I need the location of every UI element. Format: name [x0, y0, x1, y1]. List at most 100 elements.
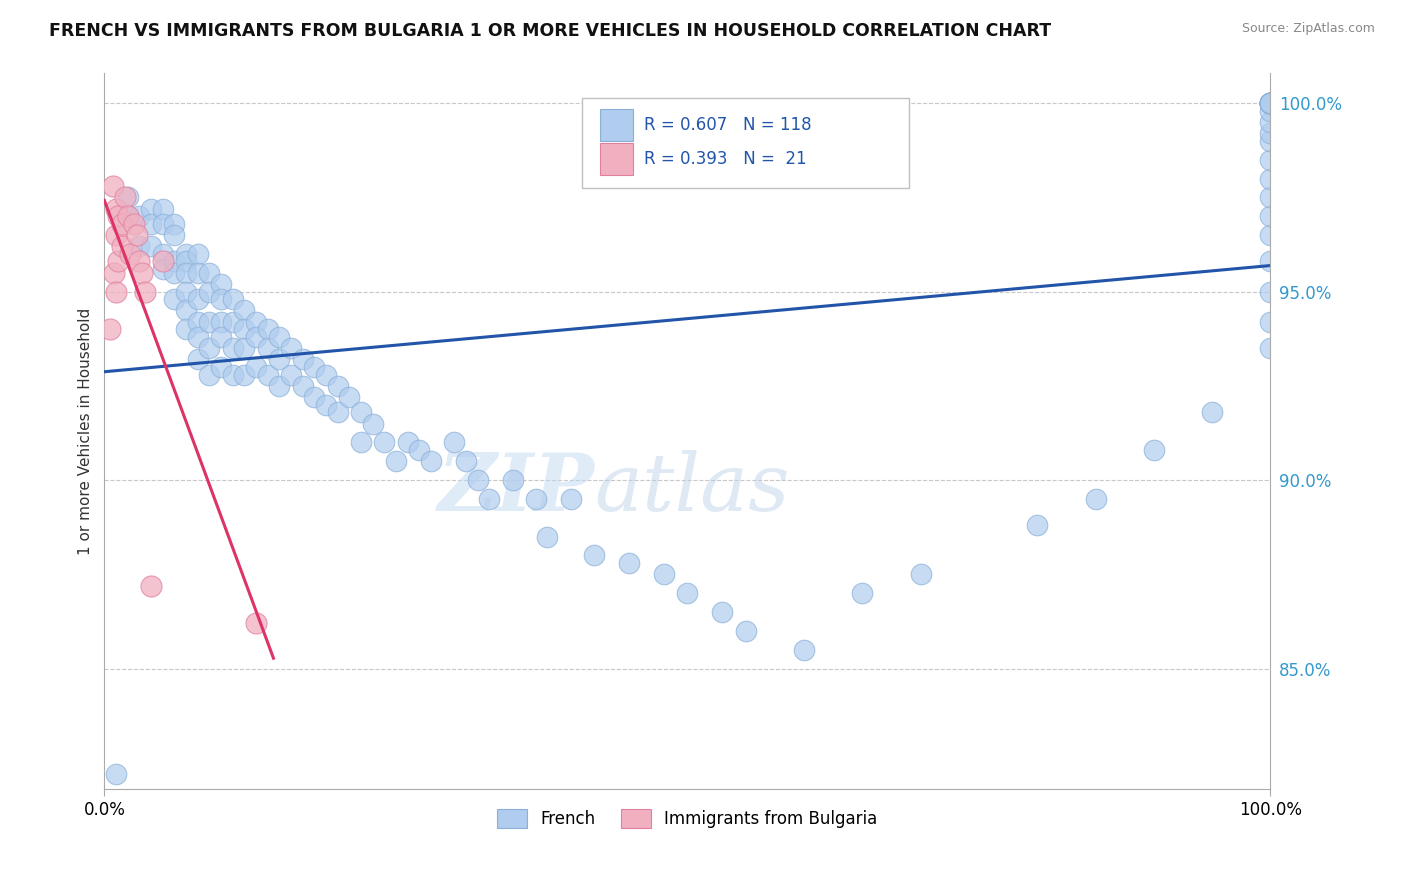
Point — [134, 285, 156, 299]
Point — [617, 556, 640, 570]
Point — [131, 266, 153, 280]
Point — [125, 228, 148, 243]
Point — [209, 315, 232, 329]
Point — [117, 209, 139, 223]
Point — [1260, 315, 1282, 329]
Point — [315, 398, 337, 412]
Point — [128, 209, 150, 223]
Point — [187, 330, 209, 344]
Point — [1260, 96, 1282, 111]
Point — [107, 209, 129, 223]
Point — [105, 202, 128, 216]
Y-axis label: 1 or more Vehicles in Household: 1 or more Vehicles in Household — [79, 308, 93, 555]
Point — [291, 379, 314, 393]
Point — [337, 390, 360, 404]
Point — [1143, 442, 1166, 457]
Text: R = 0.607   N = 118: R = 0.607 N = 118 — [644, 116, 811, 134]
Point — [174, 322, 197, 336]
Point — [128, 254, 150, 268]
Point — [361, 417, 384, 431]
Point — [560, 491, 582, 506]
Point — [114, 190, 136, 204]
Point — [1260, 153, 1282, 167]
Point — [652, 567, 675, 582]
Point — [233, 322, 256, 336]
Point — [98, 322, 121, 336]
Point — [152, 247, 174, 261]
Point — [107, 254, 129, 268]
Bar — [600, 109, 633, 141]
Point — [221, 292, 243, 306]
Point — [174, 254, 197, 268]
Point — [1260, 96, 1282, 111]
Point — [304, 390, 326, 404]
Point — [209, 330, 232, 344]
Point — [443, 435, 465, 450]
Point — [117, 190, 139, 204]
Point — [101, 179, 124, 194]
Point — [851, 586, 873, 600]
Point — [408, 442, 430, 457]
Point — [256, 368, 278, 382]
Point — [793, 642, 815, 657]
Point — [122, 217, 145, 231]
Point — [221, 315, 243, 329]
Point — [396, 435, 419, 450]
Point — [910, 567, 932, 582]
Text: R = 0.393   N =  21: R = 0.393 N = 21 — [644, 150, 807, 168]
Legend: French, Immigrants from Bulgaria: French, Immigrants from Bulgaria — [491, 802, 884, 835]
Point — [256, 341, 278, 355]
Point — [174, 285, 197, 299]
Point — [245, 330, 267, 344]
Point — [163, 228, 186, 243]
Point — [280, 368, 302, 382]
Point — [1260, 96, 1282, 111]
Point — [209, 277, 232, 291]
Point — [1260, 96, 1282, 111]
Point — [583, 549, 606, 563]
Point — [676, 586, 699, 600]
Point — [373, 435, 395, 450]
Point — [1084, 491, 1107, 506]
Point — [1260, 126, 1282, 140]
Point — [385, 454, 408, 468]
Text: Source: ZipAtlas.com: Source: ZipAtlas.com — [1241, 22, 1375, 36]
Point — [419, 454, 441, 468]
Point — [467, 473, 489, 487]
Point — [105, 285, 128, 299]
Point — [198, 266, 221, 280]
Point — [103, 266, 125, 280]
Point — [245, 616, 267, 631]
Point — [291, 352, 314, 367]
Point — [198, 315, 221, 329]
Point — [187, 266, 209, 280]
Point — [128, 239, 150, 253]
Point — [304, 359, 326, 374]
Point — [454, 454, 477, 468]
Point — [209, 359, 232, 374]
Point — [1260, 96, 1282, 111]
Point — [198, 341, 221, 355]
Point — [174, 303, 197, 318]
Point — [209, 292, 232, 306]
Point — [350, 435, 373, 450]
Point — [1260, 96, 1282, 111]
Point — [711, 605, 734, 619]
Point — [1260, 134, 1282, 148]
Point — [1260, 96, 1282, 111]
Point — [187, 292, 209, 306]
Point — [198, 368, 221, 382]
Point — [187, 247, 209, 261]
Point — [502, 473, 524, 487]
FancyBboxPatch shape — [582, 98, 908, 187]
Point — [536, 530, 558, 544]
Point — [350, 405, 373, 419]
Point — [1260, 96, 1282, 111]
Point — [1260, 171, 1282, 186]
Point — [152, 262, 174, 277]
Point — [269, 379, 291, 393]
Point — [187, 352, 209, 367]
Point — [1260, 190, 1282, 204]
Bar — [600, 144, 633, 176]
Point — [280, 341, 302, 355]
